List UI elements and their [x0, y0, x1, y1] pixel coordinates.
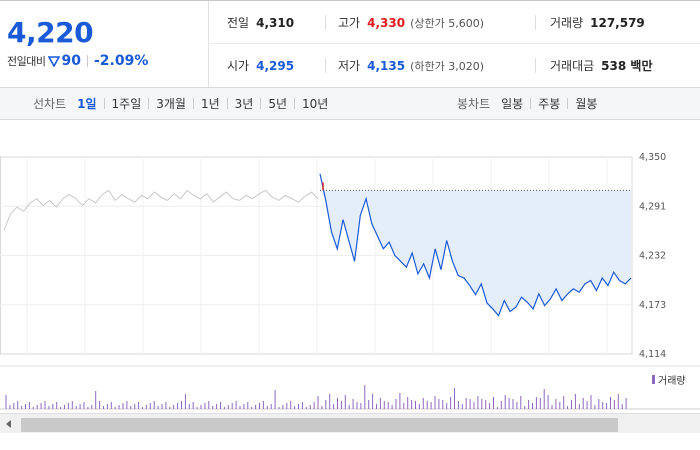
stat-value: 4,310 [256, 15, 295, 30]
stat-label: 거래량 [550, 16, 584, 30]
chart-scrollbar[interactable] [0, 413, 700, 433]
tab-candle-0[interactable]: 일봉 [501, 97, 524, 111]
chart-period-tabs: 선차트 1일 1주일 3개월 1년 3년 5년 10년 봉차트 일봉 주봉 월봉 [0, 87, 700, 120]
stat-value: 127,579 [590, 15, 645, 30]
stat-prev-close: 전일 4,310 [227, 1, 294, 44]
change-label: 전일대비 [7, 55, 46, 68]
candle-chart-tabs: 봉차트 일봉 주봉 월봉 [457, 88, 598, 119]
divider [535, 15, 536, 30]
stat-label: 고가 [338, 16, 361, 30]
stats-row: 전일 4,310 고가 4,330 (상한가 5,600) 거래량 127,57… [210, 1, 700, 44]
down-triangle-icon [48, 56, 61, 67]
price-change: 전일대비 90 -2.09% [7, 53, 148, 69]
price-chart: 4,350 4,291 4,232 4,173 4,114 거래량 [0, 121, 700, 450]
tab-divider [192, 98, 194, 109]
stats-row: 시가 4,295 저가 4,135 (하한가 3,020) 거래대금 538 백… [210, 44, 700, 87]
tab-line-1[interactable]: 1주일 [111, 97, 142, 111]
tab-candle-2[interactable]: 월봉 [575, 97, 598, 111]
stat-value: 4,135 [367, 58, 406, 73]
stat-open: 시가 4,295 [227, 44, 294, 87]
price-stats: 전일 4,310 고가 4,330 (상한가 5,600) 거래량 127,57… [210, 1, 700, 87]
stat-label: 거래대금 [550, 59, 595, 73]
price-summary: 4,220 전일대비 90 -2.09% [0, 1, 209, 87]
tab-divider [294, 98, 296, 109]
top-border [0, 0, 700, 1]
y-tick-label: 4,232 [639, 251, 666, 262]
series-line-today [319, 173, 632, 317]
stat-low: 저가 4,135 (하한가 3,020) [338, 44, 484, 87]
stat-high: 고가 4,330 (상한가 5,600) [338, 1, 484, 44]
stat-label: 저가 [338, 59, 361, 73]
y-tick-label: 4,173 [639, 300, 666, 311]
stat-label: 전일 [227, 16, 250, 30]
y-tick-label: 4,291 [639, 201, 666, 212]
stat-value: 4,295 [256, 58, 295, 73]
volume-swatch [652, 375, 655, 384]
tab-divider [148, 98, 150, 109]
tab-divider [567, 98, 569, 109]
tab-divider [260, 98, 262, 109]
stat-volume: 거래량 127,579 [550, 1, 645, 44]
tab-candle-1[interactable]: 주봉 [538, 97, 561, 111]
tab-line-5[interactable]: 5년 [268, 97, 288, 111]
tab-line-6[interactable]: 10년 [302, 97, 329, 111]
y-tick-label: 4,350 [639, 152, 666, 163]
y-tick-label: 4,114 [639, 349, 666, 360]
upper-limit: (상한가 5,600) [410, 16, 484, 30]
divider [325, 15, 326, 30]
stat-value: 538 백만 [601, 59, 653, 73]
current-price: 4,220 [7, 16, 94, 49]
area-fill [320, 190, 631, 316]
tab-line-4[interactable]: 3년 [234, 97, 254, 111]
chart-canvas: 4,350 4,291 4,232 4,173 4,114 [0, 152, 700, 410]
line-chart-label: 선차트 [33, 97, 67, 111]
line-chart-tabs: 선차트 1일 1주일 3개월 1년 3년 5년 10년 [33, 88, 329, 119]
tab-divider [226, 98, 228, 109]
tab-line-3[interactable]: 1년 [200, 97, 220, 111]
stat-label: 시가 [227, 59, 250, 73]
divider [86, 55, 88, 67]
change-value: 90 [61, 53, 81, 69]
divider [325, 58, 326, 73]
series-line-prev-day [3, 189, 319, 231]
stat-amount: 거래대금 538 백만 [550, 44, 652, 87]
scroll-thumb[interactable] [21, 418, 618, 432]
lower-limit: (하한가 3,020) [410, 59, 484, 73]
volume-legend: 거래량 [652, 372, 686, 387]
tab-line-2[interactable]: 3개월 [156, 97, 186, 111]
divider [535, 58, 536, 73]
change-percent: -2.09% [93, 53, 149, 69]
scroll-left-icon[interactable] [4, 419, 14, 429]
volume-legend-label: 거래량 [658, 376, 686, 387]
tab-divider [103, 98, 105, 109]
tab-divider [530, 98, 532, 109]
candle-chart-label: 봉차트 [457, 97, 491, 111]
tab-line-0[interactable]: 1일 [77, 97, 97, 111]
stat-value: 4,330 [367, 15, 406, 30]
